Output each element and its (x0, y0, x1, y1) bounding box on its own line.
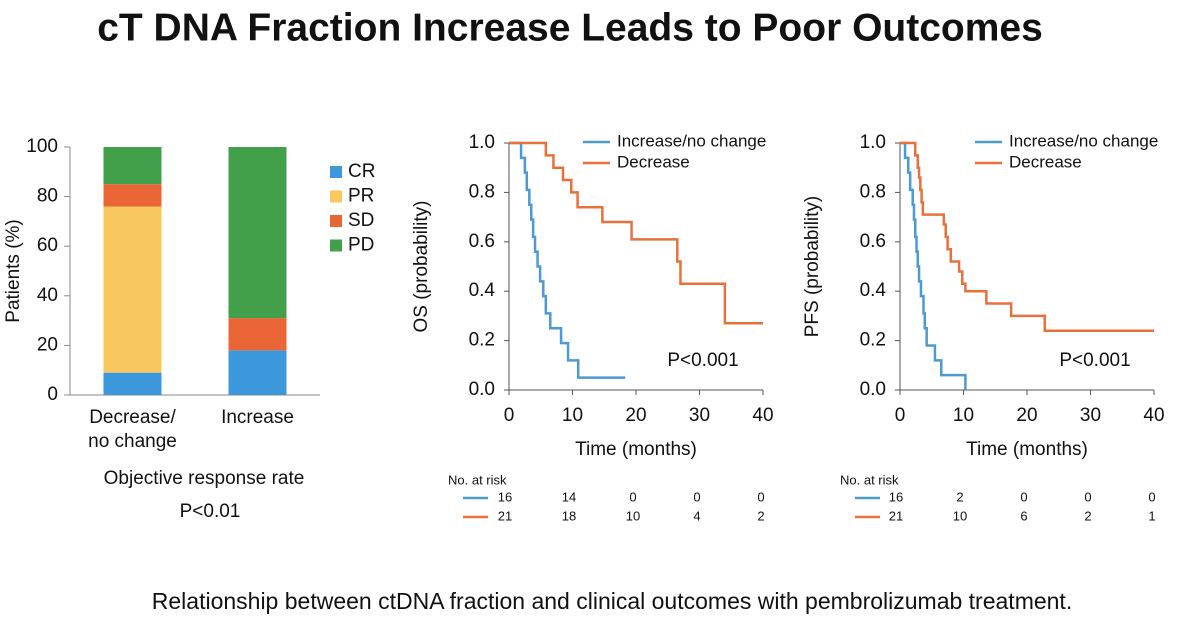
risk-count: 0 (693, 489, 700, 504)
x-tick-label: Increase (221, 407, 294, 428)
y-tick-label: 0.0 (469, 379, 495, 400)
bar-segment (103, 206, 162, 373)
risk-count: 2 (956, 489, 963, 504)
survival-curve (900, 141, 1154, 332)
y-tick-label: 40 (37, 285, 58, 306)
bar-segment (103, 184, 162, 207)
risk-count: 14 (562, 489, 576, 504)
risk-count: 4 (693, 508, 700, 523)
slide-title: cT DNA Fraction Increase Leads to Poor O… (97, 6, 1043, 49)
legend-label: PD (348, 235, 374, 256)
y-tick-label: 0.8 (469, 181, 495, 202)
legend-swatch (330, 166, 342, 178)
legend-label: Increase/no change (617, 131, 766, 150)
legend-swatch (330, 190, 342, 203)
y-tick-label: 0.4 (860, 280, 887, 301)
y-tick-label: 1.0 (469, 132, 495, 153)
y-tick-label: 0 (47, 384, 58, 405)
x-tick-label: 20 (1016, 405, 1037, 426)
caption: Relationship between ctDNA fraction and … (152, 588, 1072, 614)
annotation: P<0.001 (667, 350, 738, 371)
x-tick-label: 30 (689, 405, 710, 426)
x-tick-label: 40 (1143, 405, 1164, 426)
y-tick-label: 1.0 (860, 132, 886, 153)
y-tick-label: 0.6 (860, 231, 886, 252)
x-tick-label: 10 (562, 405, 583, 426)
x-tick-label: 40 (752, 405, 773, 426)
y-tick-label: 0.4 (469, 280, 496, 301)
y-tick-label: 60 (37, 235, 58, 256)
y-tick-label: 100 (26, 136, 58, 157)
risk-count: 21 (498, 508, 512, 523)
y-axis-label: PFS (probability) (802, 196, 823, 338)
legend-swatch (330, 215, 342, 227)
x-tick-label: Decrease/no change (88, 407, 177, 452)
risk-count: 0 (629, 489, 636, 504)
risk-count: 0 (1020, 489, 1027, 504)
risk-table-title: No. at risk (448, 472, 507, 487)
risk-count: 2 (1084, 508, 1091, 523)
risk-count: 16 (498, 489, 512, 504)
bar-segment (228, 147, 287, 319)
risk-count: 18 (562, 508, 576, 523)
x-axis-label: Time (months) (575, 439, 697, 460)
legend-label: SD (348, 210, 374, 231)
risk-count: 6 (1020, 508, 1027, 523)
y-axis-label: Patients (%) (3, 219, 24, 322)
survival-curve (509, 141, 626, 379)
risk-count: 2 (757, 508, 764, 523)
x-tick-label: 0 (504, 405, 515, 426)
y-tick-label: 0.6 (469, 231, 495, 252)
x-tick-label: 20 (625, 405, 646, 426)
risk-count: 10 (953, 508, 967, 523)
risk-count: 21 (889, 508, 903, 523)
risk-count: 0 (1084, 489, 1091, 504)
x-tick-label-line: Increase (221, 407, 294, 428)
legend-label: Decrease (617, 152, 690, 171)
bar-segment (228, 350, 287, 395)
risk-count: 1 (1148, 508, 1155, 523)
y-tick-label: 80 (37, 186, 58, 207)
legend-label: Decrease (1009, 152, 1082, 171)
x-tick-label: 0 (895, 405, 906, 426)
legend-label: PR (348, 186, 374, 207)
risk-table-title: No. at risk (840, 472, 899, 487)
bar-segment (103, 372, 162, 395)
bar-segment (103, 147, 162, 185)
x-tick-label-line: Decrease/ (89, 407, 176, 428)
x-axis-label: Time (months) (966, 439, 1088, 460)
annotation: P<0.01 (180, 501, 241, 522)
risk-count: 10 (626, 508, 640, 523)
y-tick-label: 20 (37, 334, 58, 355)
x-tick-label: 30 (1080, 405, 1101, 426)
x-tick-label-line: no change (88, 431, 177, 452)
survival-curve (900, 141, 967, 390)
legend-swatch (330, 239, 342, 252)
y-tick-label: 0.8 (860, 181, 886, 202)
y-tick-label: 0.2 (860, 330, 886, 351)
bar-segment (228, 318, 287, 351)
risk-count: 0 (1148, 489, 1155, 504)
y-tick-label: 0.0 (860, 379, 886, 400)
risk-count: 0 (757, 489, 764, 504)
y-tick-label: 0.2 (469, 330, 495, 351)
x-tick-label: 10 (953, 405, 974, 426)
legend-label: CR (348, 161, 375, 182)
y-axis-label: OS (probability) (411, 201, 432, 333)
annotation: P<0.001 (1059, 350, 1130, 371)
legend-label: Increase/no change (1009, 131, 1158, 150)
survival-curve (509, 141, 763, 325)
x-axis-label: Objective response rate (104, 468, 305, 489)
risk-count: 16 (889, 489, 903, 504)
